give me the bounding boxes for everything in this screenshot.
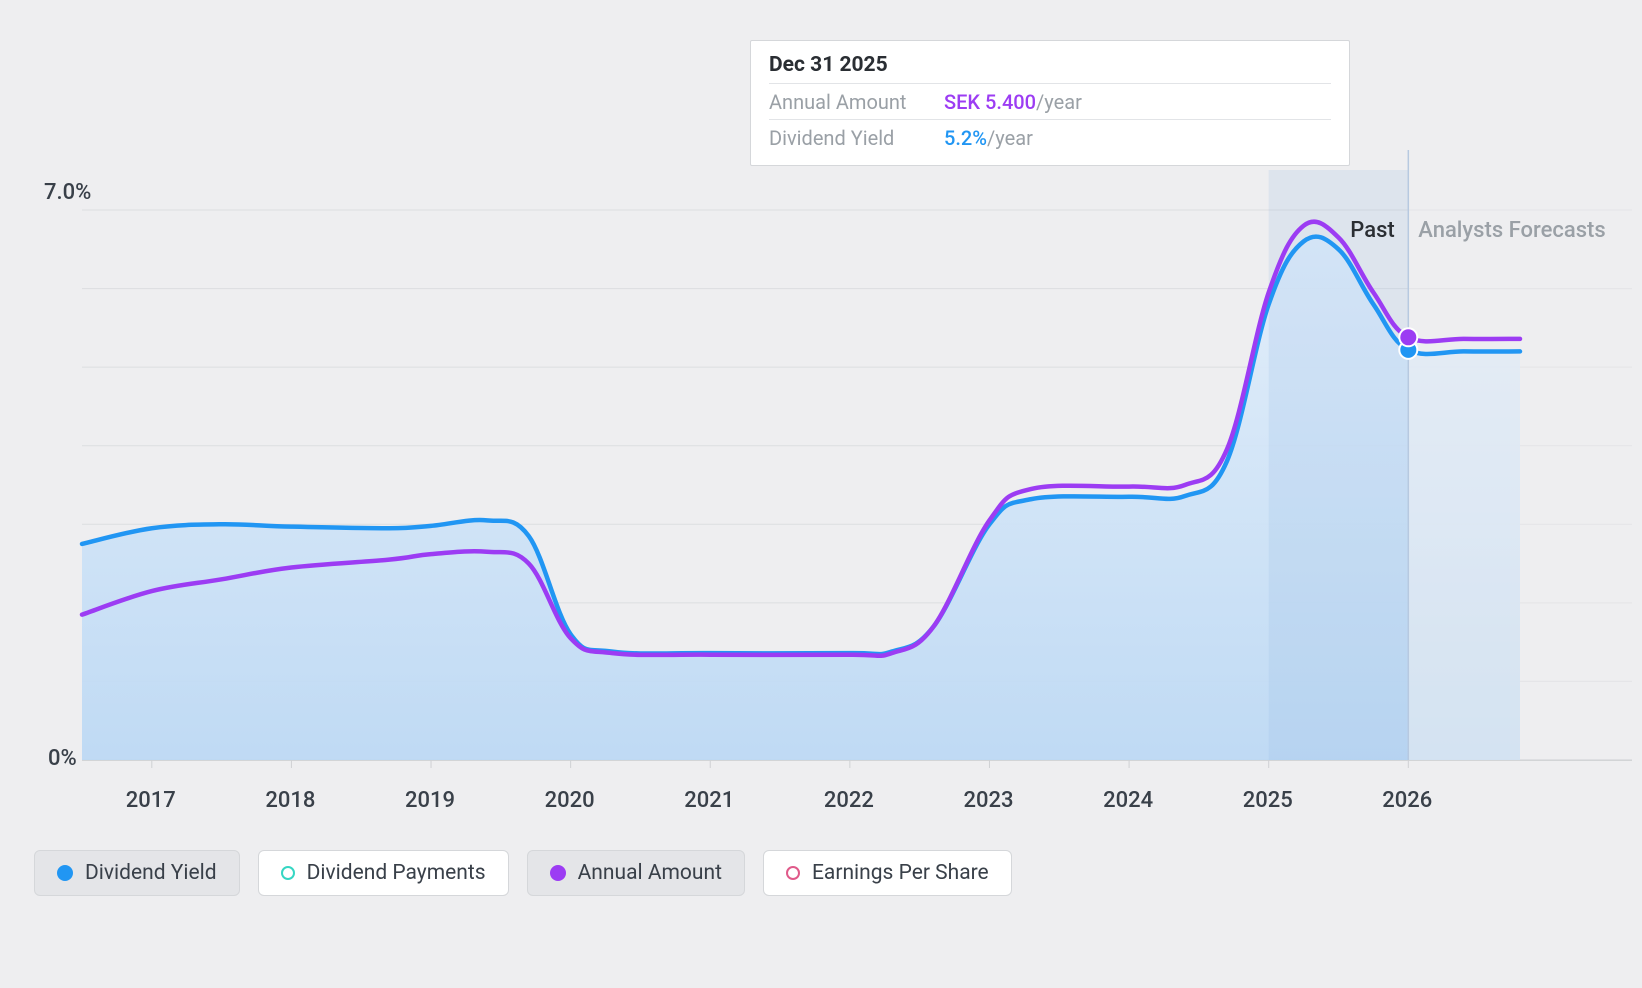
x-axis-tick-label: 2017 <box>126 788 176 813</box>
legend-marker-icon <box>281 866 295 880</box>
y-axis-max-label: 7.0% <box>44 180 91 205</box>
past-region-label: Past <box>1350 218 1394 243</box>
tooltip-title: Dec 31 2025 <box>769 53 1331 77</box>
y-axis-min-label: 0% <box>48 746 77 771</box>
legend-dividend-yield[interactable]: Dividend Yield <box>34 850 240 896</box>
tooltip-row-value: 5.2% <box>944 126 987 150</box>
tooltip-row-label: Annual Amount <box>769 90 944 114</box>
legend-item-label: Annual Amount <box>578 861 722 885</box>
tooltip-row-unit: /year <box>987 126 1033 150</box>
legend-marker-icon <box>57 865 73 881</box>
tooltip-row-label: Dividend Yield <box>769 126 944 150</box>
x-axis-tick-label: 2020 <box>545 788 595 813</box>
x-axis-tick-label: 2025 <box>1243 788 1293 813</box>
x-axis-tick-label: 2022 <box>824 788 874 813</box>
x-axis-tick-label: 2024 <box>1103 788 1153 813</box>
tooltip-row-annual-amount: Annual Amount SEK 5.400/year <box>769 83 1331 119</box>
legend-item-label: Dividend Payments <box>307 861 486 885</box>
x-axis-tick-label: 2019 <box>405 788 455 813</box>
x-axis-tick-label: 2026 <box>1382 788 1432 813</box>
legend-marker-icon <box>550 865 566 881</box>
legend-marker-icon <box>786 866 800 880</box>
tooltip-row-dividend-yield: Dividend Yield 5.2%/year <box>769 119 1331 155</box>
chart-tooltip: Dec 31 2025 Annual Amount SEK 5.400/year… <box>750 40 1350 166</box>
dividend-chart: 7.0% 0% Past Analysts Forecasts 2017 2018… <box>0 0 1642 988</box>
legend-item-label: Earnings Per Share <box>812 861 989 885</box>
legend-earnings-per-share[interactable]: Earnings Per Share <box>763 850 1012 896</box>
legend-annual-amount[interactable]: Annual Amount <box>527 850 745 896</box>
x-axis-tick-label: 2021 <box>684 788 734 813</box>
x-axis-tick-label: 2018 <box>265 788 315 813</box>
forecast-region-label: Analysts Forecasts <box>1418 218 1605 243</box>
legend-item-label: Dividend Yield <box>85 861 217 885</box>
legend-dividend-payments[interactable]: Dividend Payments <box>258 850 509 896</box>
tooltip-row-unit: /year <box>1036 90 1082 114</box>
x-axis-tick-label: 2023 <box>963 788 1013 813</box>
chart-legend: Dividend Yield Dividend Payments Annual Am… <box>34 850 1012 896</box>
tooltip-row-value: SEK 5.400 <box>944 90 1036 114</box>
